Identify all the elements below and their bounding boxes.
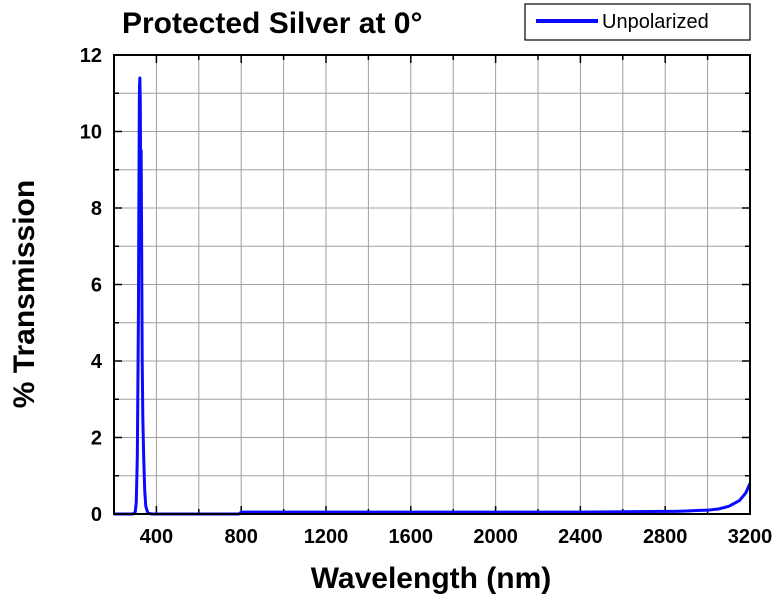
y-tick-label: 8: [91, 198, 102, 220]
y-tick-label: 6: [91, 275, 102, 297]
y-tick-label: 10: [80, 122, 102, 144]
x-tick-label: 400: [140, 526, 173, 548]
y-tick-label: 2: [91, 428, 102, 450]
x-tick-label: 2800: [643, 526, 688, 548]
x-tick-label: 2400: [558, 526, 603, 548]
x-tick-label: 800: [225, 526, 258, 548]
y-tick-label: 4: [91, 351, 103, 373]
x-tick-label: 1200: [304, 526, 349, 548]
y-tick-label: 12: [80, 45, 102, 67]
axis-ticks: 400 800 1200 1600 2000 2400 2800 3200 0 2 4 6 8 10 12: [80, 45, 773, 548]
series-line-unpolarized: [114, 76, 752, 516]
x-tick-label: 2000: [473, 526, 518, 548]
x-tick-label: 1600: [389, 526, 434, 548]
series-layer: [114, 76, 752, 516]
chart-title: Protected Silver at 0°: [122, 7, 422, 40]
grid: [114, 55, 750, 514]
x-tick-label: 3200: [728, 526, 773, 548]
y-axis-label: % Transmission: [8, 180, 41, 408]
x-axis-label: Wavelength (nm): [311, 562, 552, 595]
legend: Unpolarized: [524, 3, 751, 41]
y-tick-label: 0: [91, 504, 102, 526]
plot-frame: [113, 54, 751, 515]
legend-label-unpolarized: Unpolarized: [602, 11, 709, 33]
